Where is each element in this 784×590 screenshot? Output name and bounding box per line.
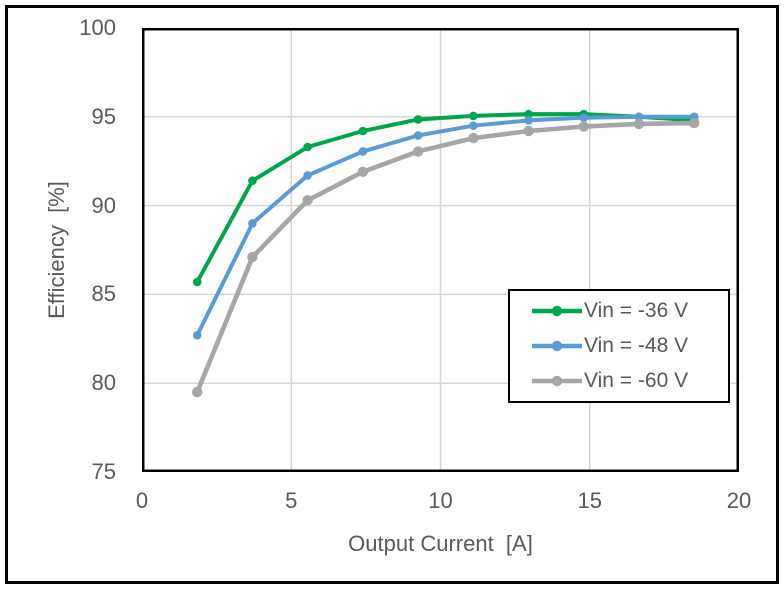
y-tick-label: 80 <box>91 370 116 396</box>
data-point <box>357 166 369 178</box>
legend-line-marker-icon <box>532 305 582 316</box>
data-point <box>412 146 424 157</box>
plot-area <box>142 28 739 472</box>
data-point <box>523 125 534 137</box>
legend-line-marker-icon <box>532 340 582 352</box>
data-point <box>248 176 257 186</box>
series-line-2 <box>194 120 697 395</box>
data-point <box>578 121 589 132</box>
y-tick-label: 75 <box>91 459 116 484</box>
x-tick-label: 15 <box>577 488 602 513</box>
x-tick-label: 20 <box>726 488 752 513</box>
legend-label: Vin = -36 V <box>584 298 689 322</box>
legend-line-marker-icon <box>532 376 582 387</box>
y-tick-label: 90 <box>91 192 116 218</box>
data-point <box>524 116 533 125</box>
data-point <box>192 330 202 340</box>
data-point <box>192 386 203 398</box>
legend-marker <box>551 305 563 316</box>
data-point <box>303 171 312 180</box>
x-tick-label: 5 <box>285 488 298 513</box>
data-point <box>469 111 478 121</box>
x-axis-title: Output Current [A] <box>348 531 533 556</box>
x-tick-label: 0 <box>135 488 149 513</box>
data-point <box>524 109 533 119</box>
data-point <box>689 117 700 129</box>
legend-item-vin-36: Vin = -36 V <box>532 299 728 323</box>
legend-item-vin-48: Vin = -48 V <box>532 334 728 358</box>
legend-marker <box>551 376 563 387</box>
data-point <box>633 118 645 130</box>
legend-item-vin-60: Vin = -60 V <box>532 369 728 393</box>
data-point <box>248 219 257 228</box>
data-point <box>413 115 423 124</box>
data-point <box>192 277 202 287</box>
y-tick-label: 100 <box>79 15 116 40</box>
y-tick-label: 85 <box>91 281 116 307</box>
legend: Vin = -36 V Vin = -48 V Vin = -60 V <box>508 289 730 403</box>
series-line-1 <box>195 114 697 338</box>
data-point <box>302 195 313 206</box>
data-point <box>413 131 423 140</box>
y-tick-label: 95 <box>91 103 116 129</box>
data-point <box>469 121 478 130</box>
series-line-0 <box>195 112 697 284</box>
data-point <box>358 147 368 156</box>
legend-marker <box>551 340 563 352</box>
plot-border <box>142 28 739 472</box>
data-point <box>579 113 589 122</box>
data-point <box>303 142 312 152</box>
data-point <box>468 132 479 144</box>
data-point <box>634 112 644 122</box>
legend-label: Vin = -60 V <box>584 369 689 393</box>
data-point <box>358 126 368 136</box>
data-point <box>247 251 258 263</box>
legend-label: Vin = -48 V <box>584 333 689 357</box>
x-tick-label: 10 <box>428 488 453 513</box>
